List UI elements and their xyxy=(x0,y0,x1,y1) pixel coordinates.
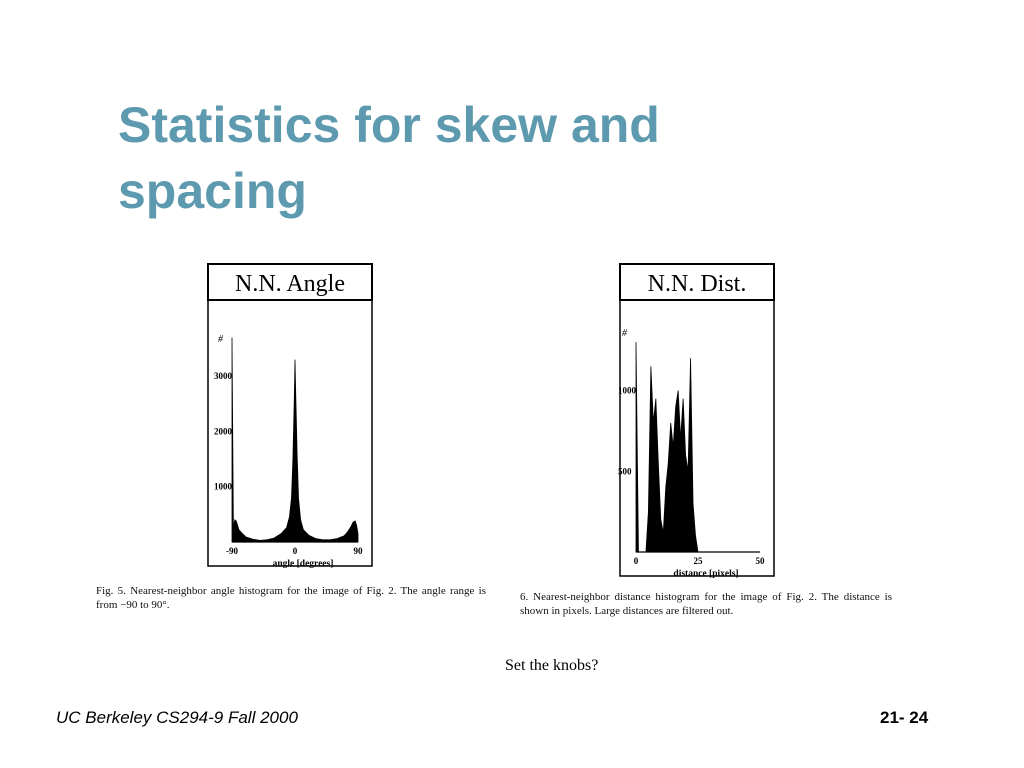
y-tick-label: 1000 xyxy=(618,386,637,396)
y-tick-label: 500 xyxy=(618,466,632,476)
y-tick-label: 1000 xyxy=(214,482,233,492)
chart-title-box xyxy=(619,263,775,301)
x-tick-label: -90 xyxy=(226,546,238,556)
chart-frame xyxy=(619,299,775,577)
y-tick-label: 2000 xyxy=(214,426,233,436)
slide-note: Set the knobs? xyxy=(505,657,599,674)
distance-histogram-svg: N.N. Dist. #500 1000 0 25 50 distance [pixels] xyxy=(618,263,775,579)
x-axis-label: angle [degrees] xyxy=(273,559,334,569)
chart-title: N.N. Angle xyxy=(235,271,345,297)
x-axis-label: distance [pixels] xyxy=(673,569,738,579)
angle-histogram-figure: N.N. Angle #1000 2000 3000 -90 0 90 angle [degr… xyxy=(200,262,380,577)
x-tick-label: 0 xyxy=(634,556,639,566)
x-tick-label: 50 xyxy=(756,556,766,566)
distance-histogram-figure: N.N. Dist. #500 1000 0 25 50 distance [pixels] xyxy=(612,262,782,587)
slide-title: Statistics for skew and spacing xyxy=(118,97,660,219)
footer-page-number: 21- 24 xyxy=(880,708,929,727)
histogram-area xyxy=(231,337,359,543)
angle-histogram-svg: N.N. Angle #1000 2000 3000 -90 0 90 angle [degr… xyxy=(207,263,373,569)
y-tick-label: 3000 xyxy=(214,371,233,381)
chart-title: N.N. Dist. xyxy=(648,271,747,297)
chart-title-box xyxy=(207,263,373,301)
distance-figure-caption: 6. Nearest-neighbor distance histogram f… xyxy=(520,591,892,617)
x-tick-label: 25 xyxy=(694,556,704,566)
angle-figure-caption: Fig. 5. Nearest-neighbor angle histogram… xyxy=(96,585,486,611)
footer-course: UC Berkeley CS294-9 Fall 2000 xyxy=(56,708,298,727)
x-tick-label: 90 xyxy=(354,546,364,556)
x-tick-label: 0 xyxy=(293,546,298,556)
chart-frame xyxy=(207,299,373,567)
y-axis-label: # xyxy=(622,328,628,339)
y-axis-label: # xyxy=(218,334,224,345)
histogram-area xyxy=(635,342,711,553)
